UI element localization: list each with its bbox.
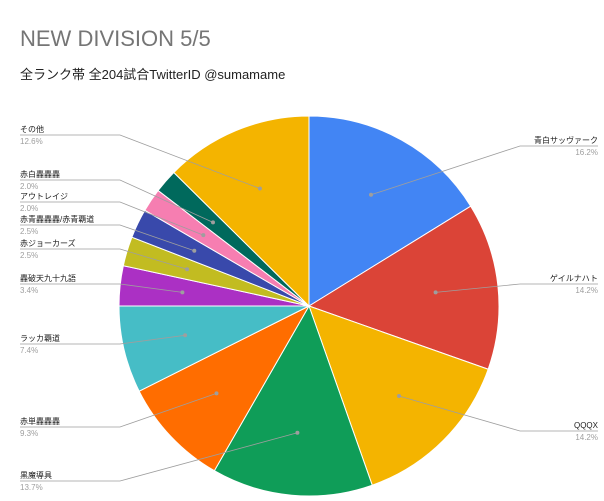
pie-slices xyxy=(118,115,500,497)
label-leader-dot xyxy=(433,290,438,295)
label-leader-dot xyxy=(192,248,197,253)
slice-label: 轟破天九十九語 xyxy=(20,273,76,283)
chart-subtitle: 全ランク帯 全204試合TwitterID @sumamame xyxy=(20,67,286,82)
slice-label: 青白サッヴァーク xyxy=(534,135,598,145)
label-leader-line xyxy=(20,134,261,189)
pie-slice xyxy=(138,304,311,472)
slice-percent-label: 2.0% xyxy=(20,204,38,213)
slice-percent-label: 14.2% xyxy=(575,433,598,442)
label-leader-line xyxy=(20,248,188,270)
slice-label: 黒魔導具 xyxy=(20,470,52,480)
slice-percent-label: 2.5% xyxy=(20,251,38,260)
slice-percent-label: 14.2% xyxy=(575,286,598,295)
slice-percent-label: 16.2% xyxy=(575,148,598,157)
label-leader-dot xyxy=(185,267,190,272)
label-leader-dot xyxy=(214,391,219,396)
label-leader-line xyxy=(20,393,217,428)
slice-label: ラッカ覇道 xyxy=(20,333,60,343)
slice-percent-label: 3.4% xyxy=(20,286,38,295)
label-leader-dot xyxy=(180,290,185,295)
slice-label: 赤白轟轟轟 xyxy=(20,169,60,179)
label-leader-dot xyxy=(201,233,206,238)
slice-percent-label: 2.0% xyxy=(20,182,38,191)
label-leader-line xyxy=(435,283,598,293)
slice-label: その他 xyxy=(20,124,44,134)
label-leader-line xyxy=(398,395,598,432)
slice-percent-label: 2.5% xyxy=(20,227,38,236)
slice-label: ゲイルナハト xyxy=(550,273,598,283)
pie-slice xyxy=(308,115,472,307)
pie-labels: 青白サッヴァーク 16.2% ゲイルナハト 14.2% QQQX 14.2% 黒魔導具 13.… xyxy=(20,124,599,492)
slice-percent-label: 13.7% xyxy=(20,483,43,492)
label-leader-dot xyxy=(369,192,373,197)
label-leader-dot xyxy=(211,220,215,225)
slice-label: 赤単轟轟轟 xyxy=(20,416,60,426)
slice-label: 赤ジョーカーズ xyxy=(20,238,76,248)
pie-slice xyxy=(173,115,310,308)
slice-percent-label: 9.3% xyxy=(20,429,38,438)
slice-label: アウトレイジ xyxy=(20,192,68,201)
label-leader-dot xyxy=(183,333,188,338)
label-leader-dot xyxy=(397,394,401,398)
pie-slice xyxy=(213,304,373,497)
slice-percent-label: 7.4% xyxy=(20,346,38,355)
slice-label: 赤青轟轟轟/赤青覇道 xyxy=(20,214,94,224)
label-leader-line xyxy=(20,432,298,482)
label-leader-line xyxy=(370,145,598,196)
slice-percent-label: 12.6% xyxy=(20,137,43,146)
label-leader-line xyxy=(20,201,204,236)
label-leader-dot xyxy=(295,430,300,435)
chart-title: NEW DIVISION 5/5 xyxy=(20,26,211,51)
label-leader-line xyxy=(20,283,183,293)
slice-label: QQQX xyxy=(574,421,599,430)
pie-slice xyxy=(307,205,500,370)
label-leader-line xyxy=(20,179,214,223)
label-leader-line xyxy=(20,334,186,345)
label-leader-dot xyxy=(257,186,262,191)
label-leader-line xyxy=(20,224,195,252)
